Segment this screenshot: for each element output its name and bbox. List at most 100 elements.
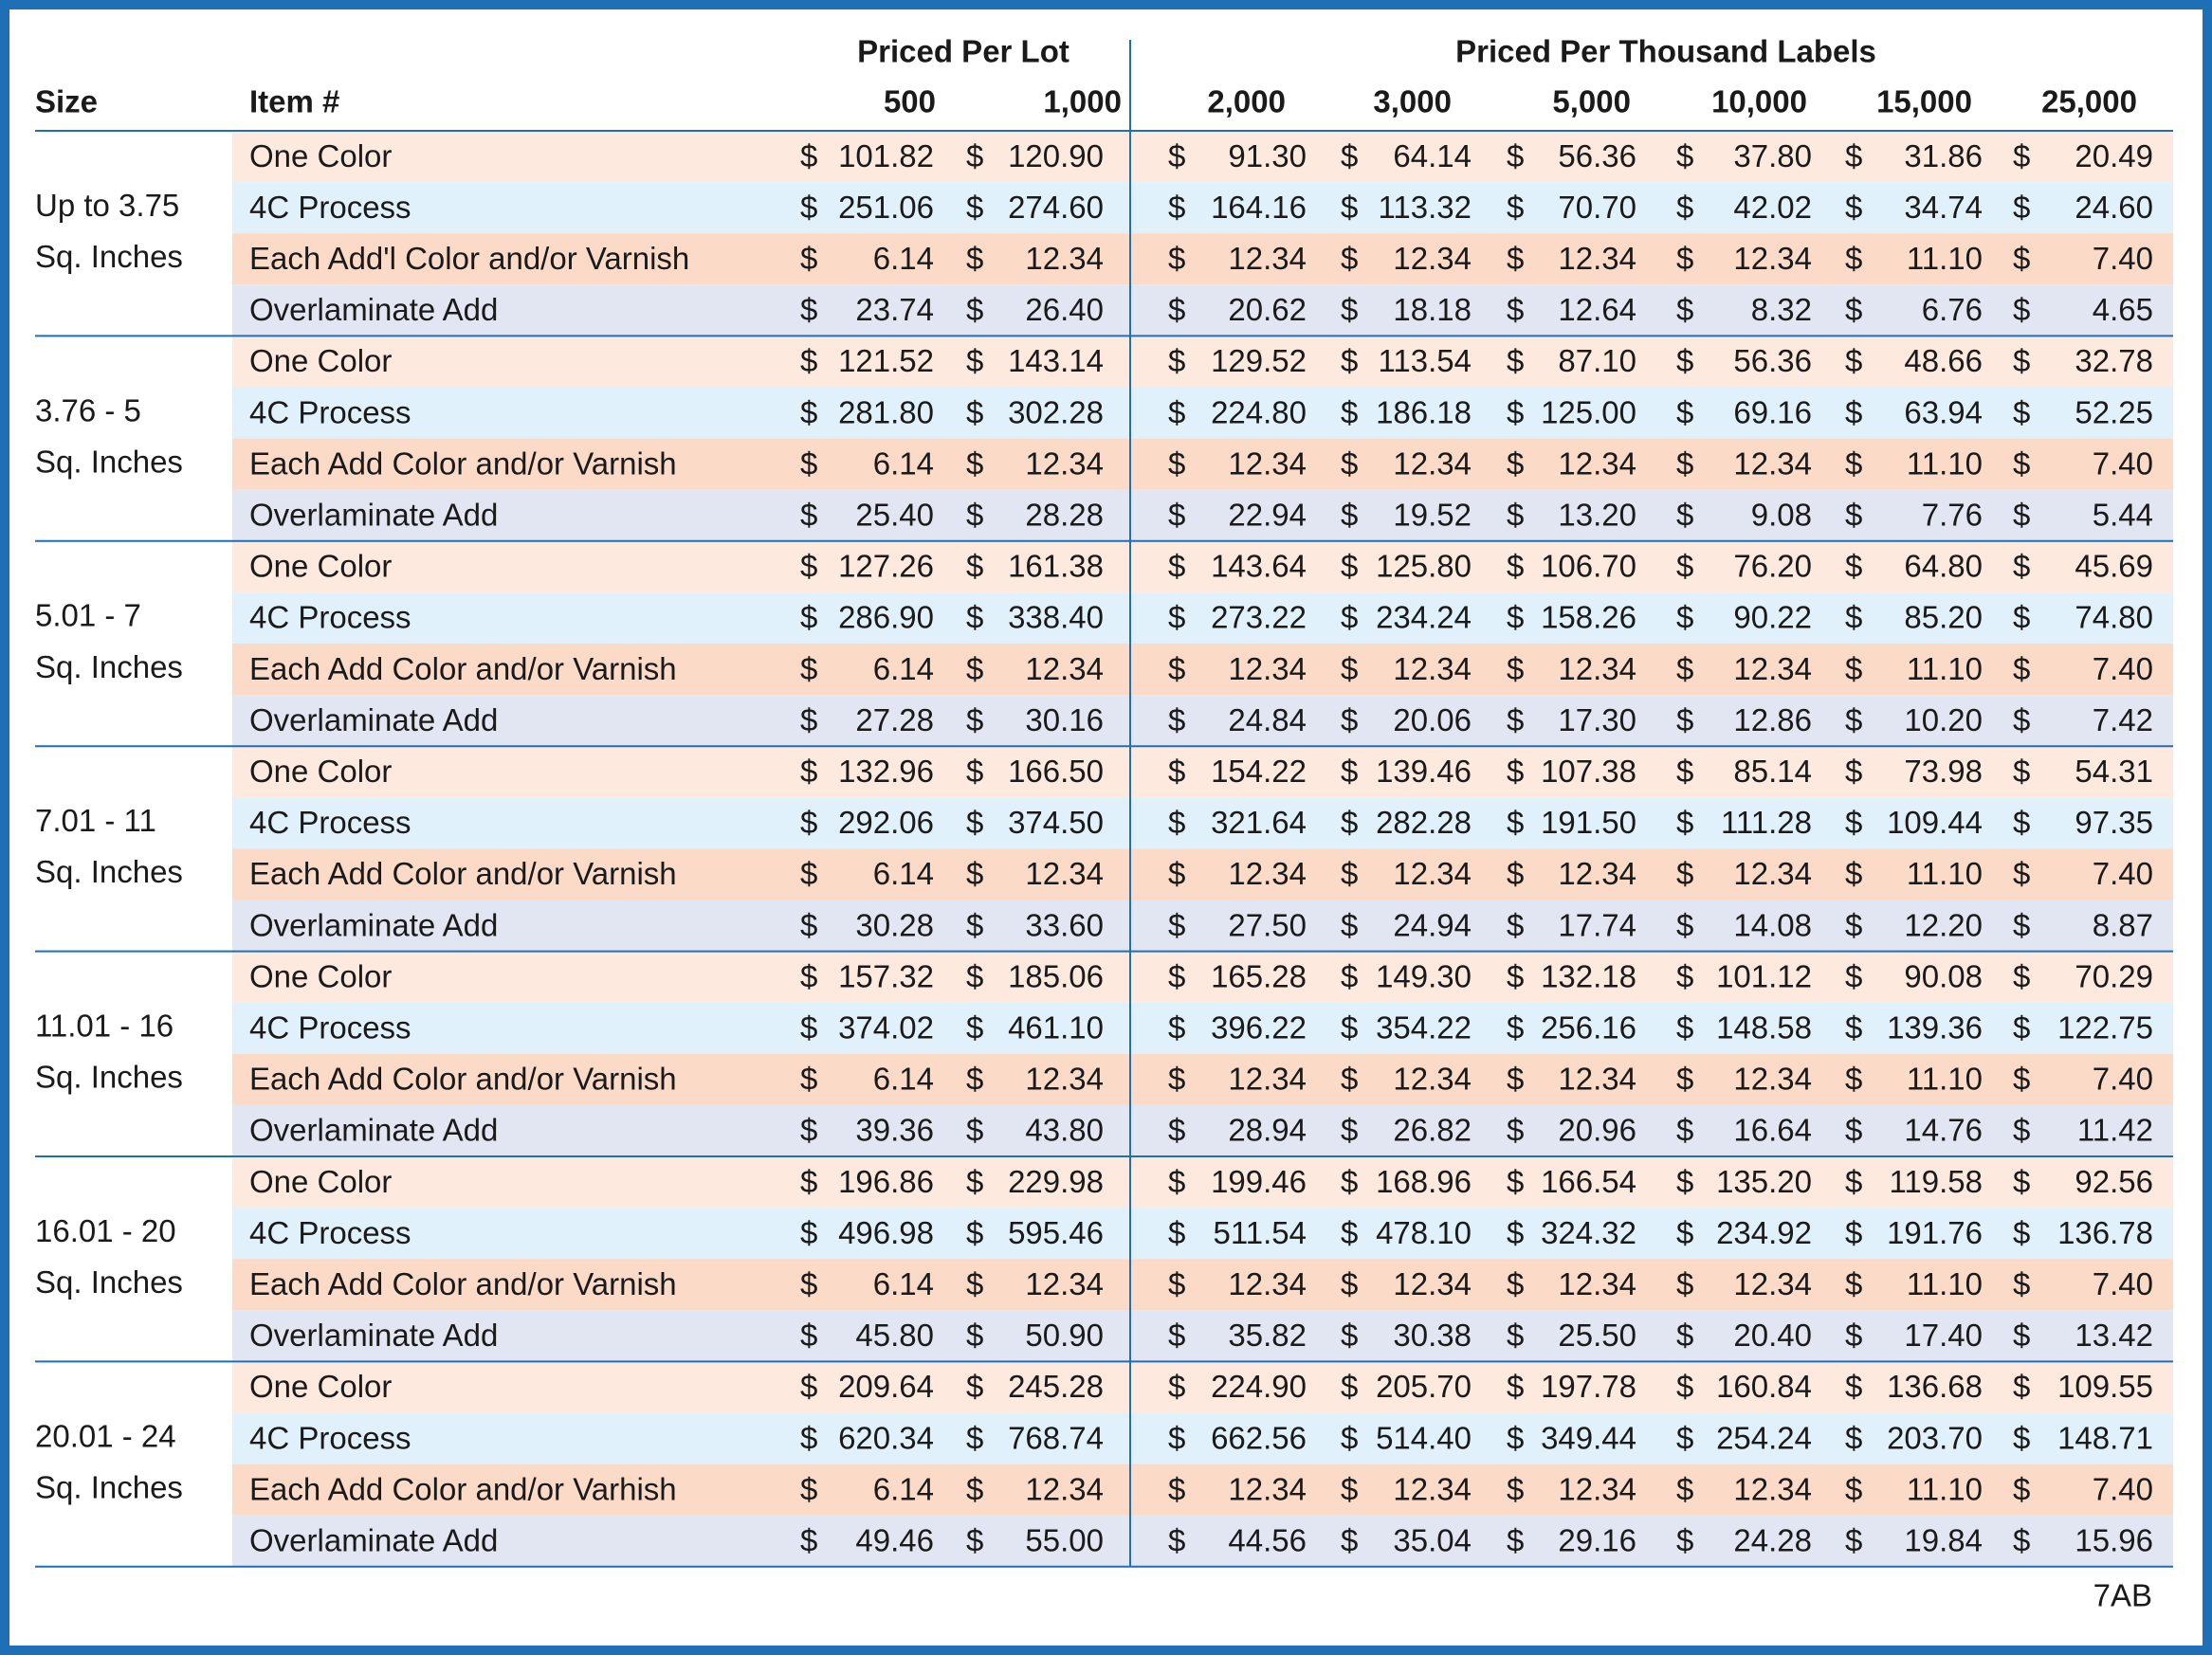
currency-sign: $ — [966, 805, 983, 840]
currency-sign: $ — [800, 1062, 817, 1097]
currency-sign: $ — [1845, 1266, 1862, 1301]
currency-sign: $ — [1845, 1471, 1862, 1506]
item-name: Each Add Color and/or Varnish — [249, 651, 677, 686]
currency-sign: $ — [1341, 600, 1358, 635]
price: 461.10 — [1008, 1009, 1104, 1045]
size-label: 20.01 - 24 — [35, 1418, 176, 1453]
price: 478.10 — [1376, 1215, 1472, 1250]
price: 148.58 — [1716, 1009, 1812, 1045]
currency-sign: $ — [1168, 1420, 1185, 1455]
price: 119.58 — [1890, 1164, 1983, 1199]
row-background — [232, 336, 2173, 388]
price: 8.32 — [1751, 292, 1812, 327]
price: 496.98 — [838, 1215, 934, 1250]
currency-sign: $ — [1507, 754, 1524, 789]
price: 396.22 — [1211, 1009, 1307, 1045]
currency-sign: $ — [966, 958, 983, 993]
currency-sign: $ — [1341, 292, 1358, 327]
price: 203.70 — [1887, 1420, 1983, 1455]
currency-sign: $ — [966, 549, 983, 584]
item-name: Each Add Color and/or Varnish — [249, 856, 677, 891]
price: 7.40 — [2093, 651, 2153, 686]
price: 274.60 — [1008, 190, 1104, 225]
currency-sign: $ — [1507, 1113, 1524, 1148]
currency-sign: $ — [1168, 1215, 1185, 1250]
currency-sign: $ — [1341, 856, 1358, 891]
price: 92.56 — [2075, 1164, 2153, 1199]
currency-sign: $ — [1845, 958, 1862, 993]
price: 14.76 — [1904, 1113, 1983, 1148]
currency-sign: $ — [1507, 1522, 1524, 1557]
price: 12.34 — [1393, 241, 1472, 276]
currency-sign: $ — [800, 138, 817, 173]
price: 245.28 — [1008, 1369, 1104, 1404]
currency-sign: $ — [2013, 958, 2030, 993]
item-name: Overlaminate Add — [249, 907, 498, 942]
currency-sign: $ — [2013, 805, 2030, 840]
row-background — [232, 1464, 2173, 1516]
price: 64.14 — [1393, 138, 1472, 173]
price: 12.34 — [1733, 241, 1812, 276]
currency-sign: $ — [1676, 600, 1693, 635]
row-background — [232, 1104, 2173, 1156]
currency-sign: $ — [1845, 651, 1862, 686]
price: 12.34 — [1025, 1266, 1104, 1301]
price: 73.98 — [1904, 754, 1983, 789]
price: 139.36 — [1887, 1009, 1983, 1045]
currency-sign: $ — [1507, 1420, 1524, 1455]
price: 70.70 — [1558, 190, 1636, 225]
price: 12.34 — [1733, 651, 1812, 686]
row-background — [232, 746, 2173, 798]
price: 354.22 — [1376, 1009, 1472, 1045]
item-name: One Color — [249, 138, 392, 173]
currency-sign: $ — [800, 446, 817, 481]
currency-sign: $ — [1168, 907, 1185, 942]
currency-sign: $ — [1676, 1164, 1693, 1199]
currency-sign: $ — [1507, 702, 1524, 737]
currency-sign: $ — [1168, 1318, 1185, 1353]
price: 161.38 — [1008, 549, 1104, 584]
currency-sign: $ — [1845, 1369, 1862, 1404]
currency-sign: $ — [1168, 1113, 1185, 1148]
price: 12.34 — [1558, 651, 1636, 686]
price: 11.10 — [1907, 1062, 1983, 1097]
currency-sign: $ — [1341, 1009, 1358, 1045]
currency-sign: $ — [800, 241, 817, 276]
currency-sign: $ — [800, 549, 817, 584]
price: 8.87 — [2093, 907, 2153, 942]
currency-sign: $ — [1341, 651, 1358, 686]
item-name: Each Add Color and/or Varnish — [249, 446, 677, 481]
price: 191.76 — [1887, 1215, 1983, 1250]
item-name: One Color — [249, 343, 392, 378]
price: 768.74 — [1008, 1420, 1104, 1455]
price: 7.40 — [2093, 1471, 2153, 1506]
currency-sign: $ — [800, 1420, 817, 1455]
currency-sign: $ — [1845, 907, 1862, 942]
currency-sign: $ — [1168, 856, 1185, 891]
price: 74.80 — [2075, 600, 2153, 635]
price: 107.38 — [1541, 754, 1636, 789]
currency-sign: $ — [1676, 292, 1693, 327]
price: 125.80 — [1376, 549, 1472, 584]
currency-sign: $ — [1507, 497, 1524, 532]
currency-sign: $ — [1507, 651, 1524, 686]
price: 12.34 — [1025, 1062, 1104, 1097]
price: 69.16 — [1733, 394, 1812, 429]
price: 122.75 — [2057, 1009, 2153, 1045]
currency-sign: $ — [1341, 446, 1358, 481]
price: 165.28 — [1211, 958, 1307, 993]
currency-sign: $ — [1507, 1369, 1524, 1404]
price: 17.40 — [1904, 1318, 1983, 1353]
price: 18.18 — [1393, 292, 1472, 327]
currency-sign: $ — [1676, 1266, 1693, 1301]
currency-sign: $ — [2013, 241, 2030, 276]
currency-sign: $ — [2013, 1164, 2030, 1199]
currency-sign: $ — [1341, 343, 1358, 378]
currency-sign: $ — [966, 446, 983, 481]
price: 44.56 — [1228, 1522, 1307, 1557]
item-name: Each Add Color and/or Varnish — [249, 1266, 677, 1301]
price: 136.78 — [2057, 1215, 2153, 1250]
price: 139.46 — [1376, 754, 1472, 789]
price: 256.16 — [1541, 1009, 1636, 1045]
